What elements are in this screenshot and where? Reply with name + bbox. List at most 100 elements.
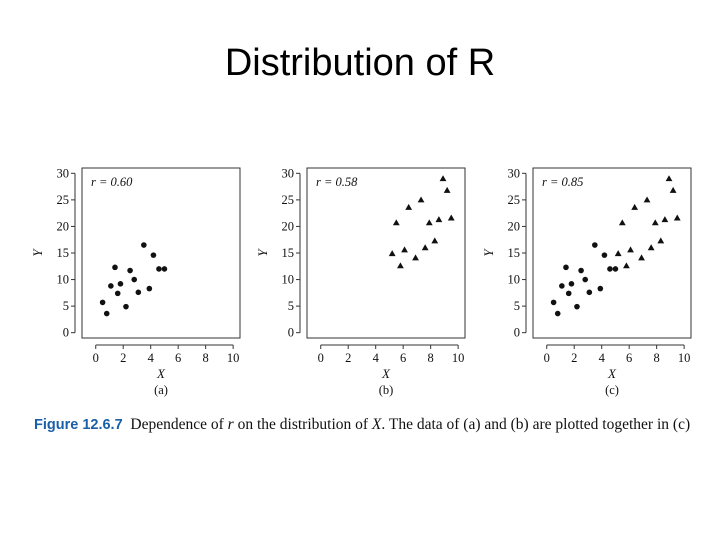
x-tick-label: 4: [148, 351, 155, 365]
y-tick-label: 15: [508, 246, 521, 260]
triangle-point: [435, 216, 443, 223]
circle-point: [103, 310, 110, 317]
correlation-annotation: r = 0.60: [91, 175, 133, 189]
circle-point: [607, 266, 613, 272]
caption-x-symbol: X: [371, 416, 382, 433]
y-tick-label: 30: [282, 166, 295, 180]
x-axis-label: X: [156, 366, 166, 381]
x-tick-label: 8: [654, 351, 660, 365]
circle-point: [565, 290, 572, 297]
triangle-point: [431, 237, 439, 244]
x-tick-label: 0: [544, 351, 550, 365]
triangle-point: [392, 219, 400, 226]
circle-point: [559, 283, 565, 289]
triangle-point: [405, 203, 413, 210]
y-tick-label: 15: [282, 246, 295, 260]
circle-point: [117, 281, 124, 287]
circle-point: [578, 267, 584, 274]
caption-text-1: Dependence of: [130, 416, 228, 433]
triangle-point: [665, 175, 673, 182]
circle-point: [114, 290, 121, 297]
triangle-point: [638, 254, 645, 261]
x-tick-label: 2: [345, 351, 351, 365]
y-tick-label: 10: [57, 273, 70, 287]
triangle-point: [443, 186, 451, 193]
scatter-panel-2: 0 5 10 15 20 25 30 0 2 4 6 8 10 X Y (b) r = 0.58: [255, 166, 466, 397]
x-tick-label: 10: [227, 351, 240, 365]
triangle-point: [631, 203, 639, 210]
y-tick-label: 30: [57, 166, 70, 180]
triangle-point: [673, 214, 681, 221]
triangle-point: [657, 237, 665, 244]
x-axis-label: X: [607, 366, 617, 381]
plot-frame: [81, 167, 241, 339]
scatter-panel-3: 0 5 10 15 20 25 30 0 2 4 6 8 10 X Y (c) r = 0.85: [481, 166, 692, 397]
y-tick-label: 20: [508, 219, 521, 233]
triangle-point: [669, 186, 677, 193]
x-tick-label: 6: [400, 351, 406, 365]
x-tick-label: 6: [626, 351, 632, 365]
plot-frame: [306, 167, 466, 339]
circle-point: [156, 266, 162, 272]
triangle-point: [425, 219, 433, 226]
circle-point: [586, 289, 593, 296]
circle-point: [131, 276, 138, 283]
x-tick-label: 2: [120, 351, 126, 365]
x-tick-label: 0: [93, 351, 99, 365]
caption-text-3: . The data of (a) and (b) are plotted to…: [381, 416, 691, 433]
triangle-point: [388, 250, 396, 257]
triangle-point: [417, 196, 425, 203]
triangle-point: [643, 196, 651, 203]
y-tick-label: 15: [57, 246, 70, 260]
circle-point: [127, 267, 133, 274]
circle-point: [601, 252, 608, 258]
y-tick-label: 20: [282, 219, 295, 233]
circle-point: [146, 285, 153, 292]
x-axis-label: X: [381, 366, 391, 381]
y-axis-label: Y: [255, 248, 270, 257]
x-tick-label: 6: [175, 351, 181, 365]
triangle-point: [618, 219, 626, 226]
circle-point: [150, 252, 157, 258]
circle-point: [161, 266, 168, 272]
triangle-point: [661, 216, 669, 223]
circle-point: [597, 285, 604, 292]
x-tick-label: 10: [678, 351, 691, 365]
panel-label: (c): [605, 383, 619, 397]
y-tick-label: 30: [508, 166, 521, 180]
y-tick-label: 20: [57, 219, 70, 233]
y-tick-label: 25: [282, 193, 295, 207]
triangle-point: [623, 262, 630, 269]
y-axis-label: Y: [30, 248, 45, 257]
triangle-point: [651, 219, 659, 226]
triangle-point: [627, 246, 634, 253]
y-tick-label: 10: [282, 273, 295, 287]
y-axis-label: Y: [481, 248, 496, 257]
triangle-point: [412, 254, 419, 261]
y-tick-label: 0: [514, 326, 520, 340]
triangle-point: [397, 262, 404, 269]
triangle-point: [439, 175, 447, 182]
caption-r-symbol: r: [227, 416, 234, 433]
figure-label: Figure 12.6.7: [34, 417, 123, 433]
circle-point: [135, 289, 142, 296]
panel-label: (a): [154, 383, 168, 397]
figure-caption: Figure 12.6.7 Dependence of r on the dis…: [34, 416, 694, 434]
circle-point: [592, 242, 598, 248]
plot-frame: [532, 167, 692, 339]
circle-point: [574, 303, 580, 310]
circle-point: [568, 281, 575, 287]
y-tick-label: 25: [57, 193, 70, 207]
y-tick-label: 10: [508, 273, 521, 287]
panel-label: (b): [379, 383, 394, 397]
y-tick-label: 0: [288, 326, 294, 340]
triangle-point: [447, 214, 455, 221]
circle-point: [141, 242, 147, 248]
x-tick-label: 8: [428, 351, 434, 365]
circle-point: [108, 283, 114, 289]
x-tick-label: 10: [452, 351, 465, 365]
triangle-point: [421, 244, 429, 251]
x-tick-label: 4: [599, 351, 606, 365]
